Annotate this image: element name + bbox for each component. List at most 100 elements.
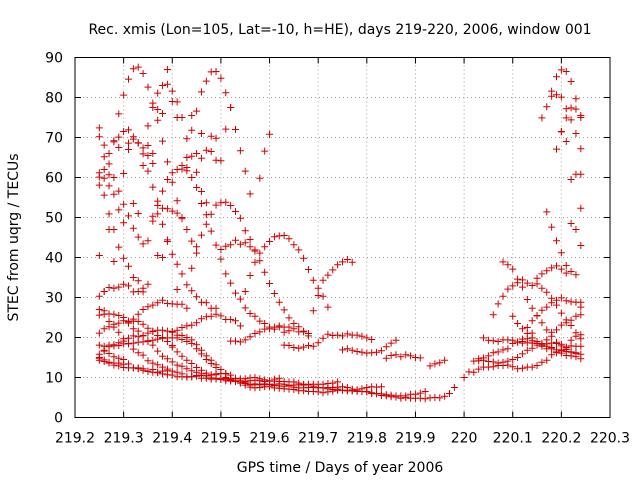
data-point <box>168 371 176 379</box>
data-point <box>100 310 108 318</box>
axis-ticks: 219.2 219.3 219.4 219.5 219.6 219.7 219.8 219.9… <box>45 51 630 447</box>
data-point <box>188 321 196 329</box>
data-point <box>100 325 108 333</box>
data-point <box>577 335 585 343</box>
data-point <box>553 326 560 334</box>
data-point <box>139 366 147 374</box>
data-point <box>217 312 225 320</box>
data-point <box>232 289 239 297</box>
data-point <box>125 139 132 147</box>
data-point <box>523 296 531 303</box>
data-point <box>163 66 171 73</box>
data-point <box>149 328 157 335</box>
data-point <box>173 260 181 268</box>
data-point <box>562 262 570 269</box>
data-point <box>285 327 293 335</box>
data-point <box>528 329 536 337</box>
data-point <box>125 212 132 220</box>
data-point <box>553 91 560 99</box>
data-point <box>246 310 254 317</box>
data-point <box>217 255 225 263</box>
data-point <box>309 342 317 350</box>
data-point <box>173 209 181 217</box>
data-point <box>110 258 118 265</box>
data-point <box>499 258 507 266</box>
data-point <box>324 271 332 279</box>
data-point <box>577 311 585 319</box>
data-point <box>232 236 239 244</box>
data-point <box>139 306 147 313</box>
data-point <box>217 246 225 253</box>
data-point <box>557 93 565 101</box>
data-point <box>173 361 181 369</box>
data-point <box>120 280 128 288</box>
data-point <box>129 339 137 347</box>
data-point <box>139 240 147 248</box>
data-point <box>193 168 201 176</box>
data-point <box>504 261 512 269</box>
data-point <box>227 202 235 209</box>
data-point <box>557 347 565 355</box>
data-point <box>577 204 585 212</box>
data-point <box>241 167 249 175</box>
data-point <box>202 372 210 380</box>
data-point <box>197 200 205 207</box>
data-point <box>115 110 123 118</box>
data-point <box>139 70 147 77</box>
data-point <box>572 95 580 103</box>
y-tick-label: 90 <box>45 51 63 67</box>
data-point <box>567 322 575 329</box>
data-point <box>387 339 395 347</box>
data-point <box>110 310 118 318</box>
data-point <box>285 235 293 243</box>
data-point <box>100 288 108 295</box>
data-point <box>173 114 181 121</box>
data-point <box>548 223 556 231</box>
data-point <box>222 198 230 206</box>
data-point <box>304 332 312 340</box>
data-point <box>309 307 317 315</box>
data-point <box>285 342 293 349</box>
data-point <box>343 330 351 338</box>
data-point <box>144 368 152 375</box>
data-point <box>105 358 113 366</box>
data-point <box>538 358 546 366</box>
data-point <box>280 306 288 314</box>
data-point <box>557 128 565 135</box>
data-point <box>538 306 546 314</box>
data-point <box>382 343 390 351</box>
data-point <box>197 315 205 323</box>
data-point <box>227 316 235 323</box>
data-point <box>353 348 361 355</box>
data-point <box>436 394 444 402</box>
data-point <box>178 324 186 331</box>
data-point <box>134 327 142 335</box>
data-point <box>197 88 205 96</box>
data-point <box>533 274 541 282</box>
data-point <box>115 328 123 336</box>
data-point <box>261 243 269 251</box>
data-point <box>105 318 113 325</box>
data-point <box>518 364 526 372</box>
data-point <box>236 322 244 330</box>
data-point <box>504 357 512 365</box>
data-point <box>494 348 502 356</box>
data-point <box>319 276 327 284</box>
data-point <box>256 249 264 257</box>
data-point <box>324 303 332 311</box>
data-point <box>518 283 526 291</box>
data-point <box>397 353 405 361</box>
data-point <box>266 377 274 385</box>
x-tick-label: 220.2 <box>541 431 581 447</box>
data-point <box>387 391 395 399</box>
plot-frame <box>74 57 611 418</box>
data-point <box>538 114 546 122</box>
data-point <box>246 190 254 198</box>
data-point <box>368 389 376 397</box>
data-point <box>125 75 132 83</box>
data-point <box>246 236 254 243</box>
data-point <box>295 323 303 331</box>
data-point <box>548 294 556 302</box>
data-point <box>290 241 298 249</box>
data-point <box>314 292 322 299</box>
